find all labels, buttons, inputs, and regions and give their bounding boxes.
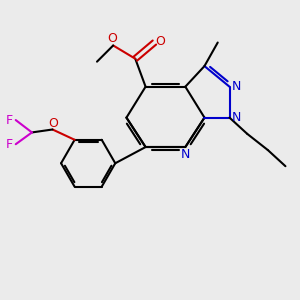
Text: N: N [232, 80, 242, 93]
Text: O: O [107, 32, 117, 46]
Text: F: F [6, 138, 13, 151]
Text: O: O [155, 34, 165, 48]
Text: N: N [181, 148, 190, 161]
Text: N: N [232, 111, 242, 124]
Text: O: O [48, 116, 58, 130]
Text: F: F [6, 114, 13, 127]
